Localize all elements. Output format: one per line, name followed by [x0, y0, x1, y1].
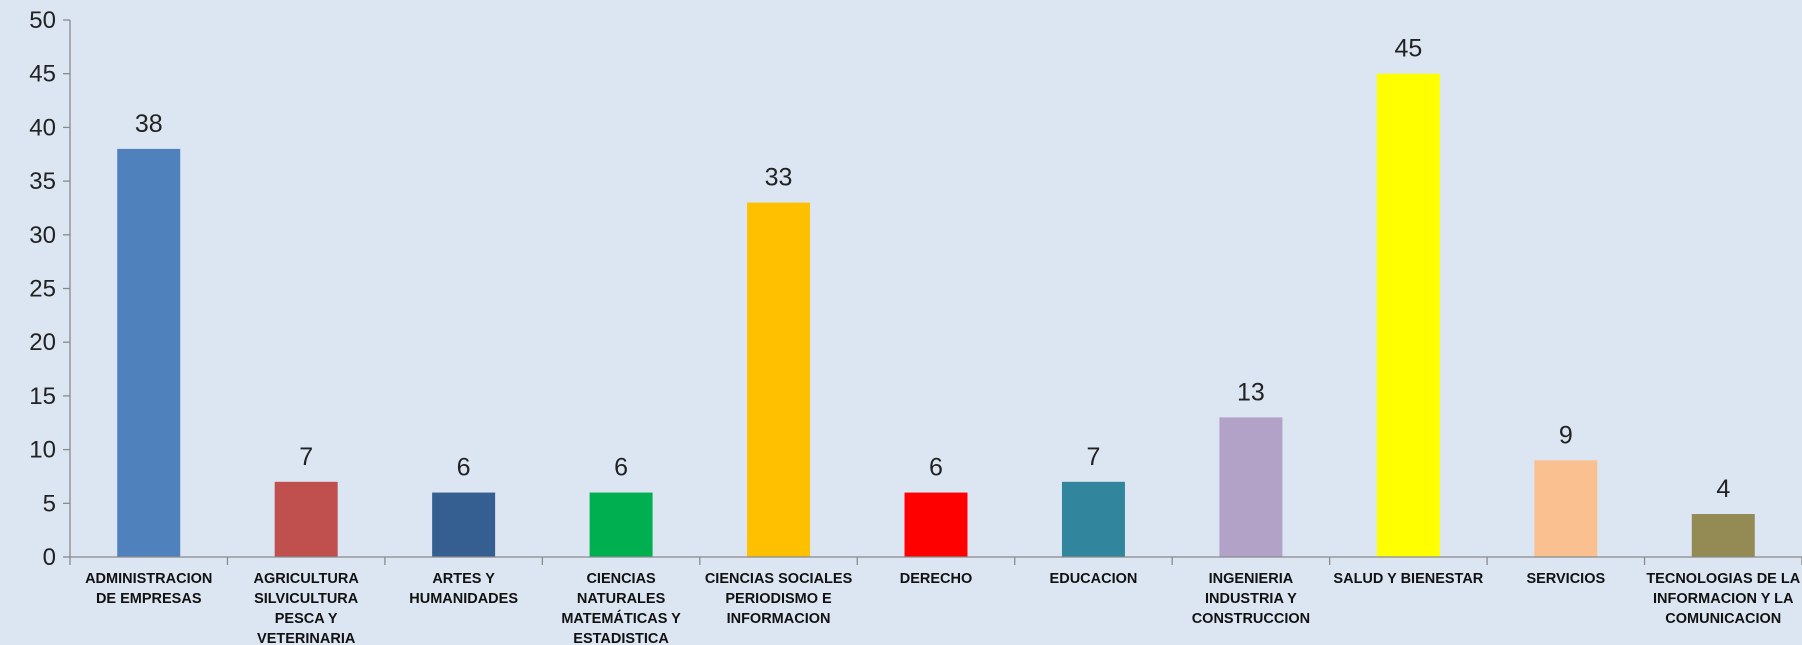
x-category-label-line: AGRICULTURA [254, 571, 360, 587]
x-category-label: SALUD Y BIENESTAR [1333, 571, 1483, 587]
x-category-label: TECNOLOGIAS DE LA INFORMACION Y LA COMUNIC… [1646, 571, 1800, 627]
y-tick-label: 20 [29, 329, 56, 356]
data-label: 7 [1087, 443, 1101, 471]
x-category-label-line: ADMINISTRACION [85, 571, 212, 587]
data-label: 33 [765, 164, 793, 192]
y-tick-label: 25 [29, 276, 56, 303]
bar [1691, 514, 1755, 557]
x-category-label-line: COMUNICACION [1665, 611, 1781, 627]
bar [432, 492, 496, 557]
data-label: 7 [299, 443, 313, 471]
data-label: 6 [457, 454, 471, 482]
y-tick-label: 0 [43, 544, 56, 571]
y-tick-label: 5 [43, 490, 56, 517]
bar [1534, 460, 1598, 557]
x-category-label-line: INFORMACION Y LA [1653, 591, 1794, 607]
x-category-label-line: INDUSTRIA Y [1205, 591, 1297, 607]
bar [117, 148, 181, 557]
x-category-label-line: NATURALES [577, 591, 666, 607]
data-label: 6 [614, 454, 628, 482]
x-category-label-line: HUMANIDADES [409, 591, 518, 607]
bars-layer [117, 73, 1755, 557]
labels-layer: 0 5 10 15 20 25 30 35 40 45 50 38 ADMINISTRACION DE E… [29, 7, 1800, 645]
x-category-label-line: CIENCIAS SOCIALES [705, 571, 853, 587]
x-category-label-line: DERECHO [900, 571, 973, 587]
bar [747, 202, 811, 557]
data-label: 4 [1716, 475, 1730, 503]
x-category-label-line: EDUCACION [1050, 571, 1138, 587]
bar [589, 492, 653, 557]
x-category-label-line: INFORMACION [727, 611, 831, 627]
x-category-label-line: SILVICULTURA [254, 591, 359, 607]
bar [274, 481, 338, 557]
x-category-label: DERECHO [900, 571, 973, 587]
x-category-label-line: ARTES Y [432, 571, 495, 587]
x-category-label-line: ESTADISTICA [573, 631, 669, 645]
data-label: 13 [1237, 378, 1265, 406]
x-category-label-line: DE EMPRESAS [96, 591, 202, 607]
bar [1376, 73, 1440, 557]
y-tick-label: 15 [29, 383, 56, 410]
x-category-label-line: PERIODISMO E [725, 591, 832, 607]
data-label: 45 [1394, 35, 1422, 63]
x-category-label: ARTES Y HUMANIDADES [409, 571, 518, 607]
x-category-label-line: TECNOLOGIAS DE LA [1646, 571, 1800, 587]
bar [1061, 481, 1125, 557]
x-category-label-line: VETERINARIA [257, 631, 356, 645]
bar [1219, 417, 1283, 557]
x-category-label-line: INGENIERIA [1209, 571, 1294, 587]
x-category-label: CIENCIAS SOCIALES PERIODISMO E INFORMACION [705, 571, 853, 627]
x-category-label: EDUCACION [1050, 571, 1138, 587]
y-tick-label: 40 [29, 114, 56, 141]
x-category-label: CIENCIAS NATURALES MATEMÁTICAS Y ESTADISTIC… [561, 571, 681, 645]
x-category-label: INGENIERIA INDUSTRIA Y CONSTRUCCION [1192, 571, 1310, 627]
y-tick-label: 45 [29, 61, 56, 88]
x-category-label-line: MATEMÁTICAS Y [561, 610, 681, 627]
axes-layer [63, 19, 1802, 565]
data-label: 6 [929, 454, 943, 482]
x-category-label: SERVICIOS [1526, 571, 1605, 587]
y-tick-label: 10 [29, 437, 56, 464]
x-category-label-line: CIENCIAS [586, 571, 656, 587]
x-category-label-line: SALUD Y BIENESTAR [1333, 571, 1483, 587]
data-label: 9 [1559, 421, 1573, 449]
y-tick-label: 30 [29, 222, 56, 249]
x-category-label-line: PESCA Y [275, 611, 338, 627]
data-label: 38 [135, 110, 163, 138]
x-category-label-line: SERVICIOS [1526, 571, 1605, 587]
y-tick-label: 35 [29, 168, 56, 195]
bar [904, 492, 968, 557]
x-category-label: ADMINISTRACION DE EMPRESAS [85, 571, 212, 607]
x-category-label-line: CONSTRUCCION [1192, 611, 1310, 627]
y-tick-label: 50 [29, 7, 56, 34]
x-category-label: AGRICULTURA SILVICULTURA PESCA Y VETERINARI… [254, 571, 360, 645]
